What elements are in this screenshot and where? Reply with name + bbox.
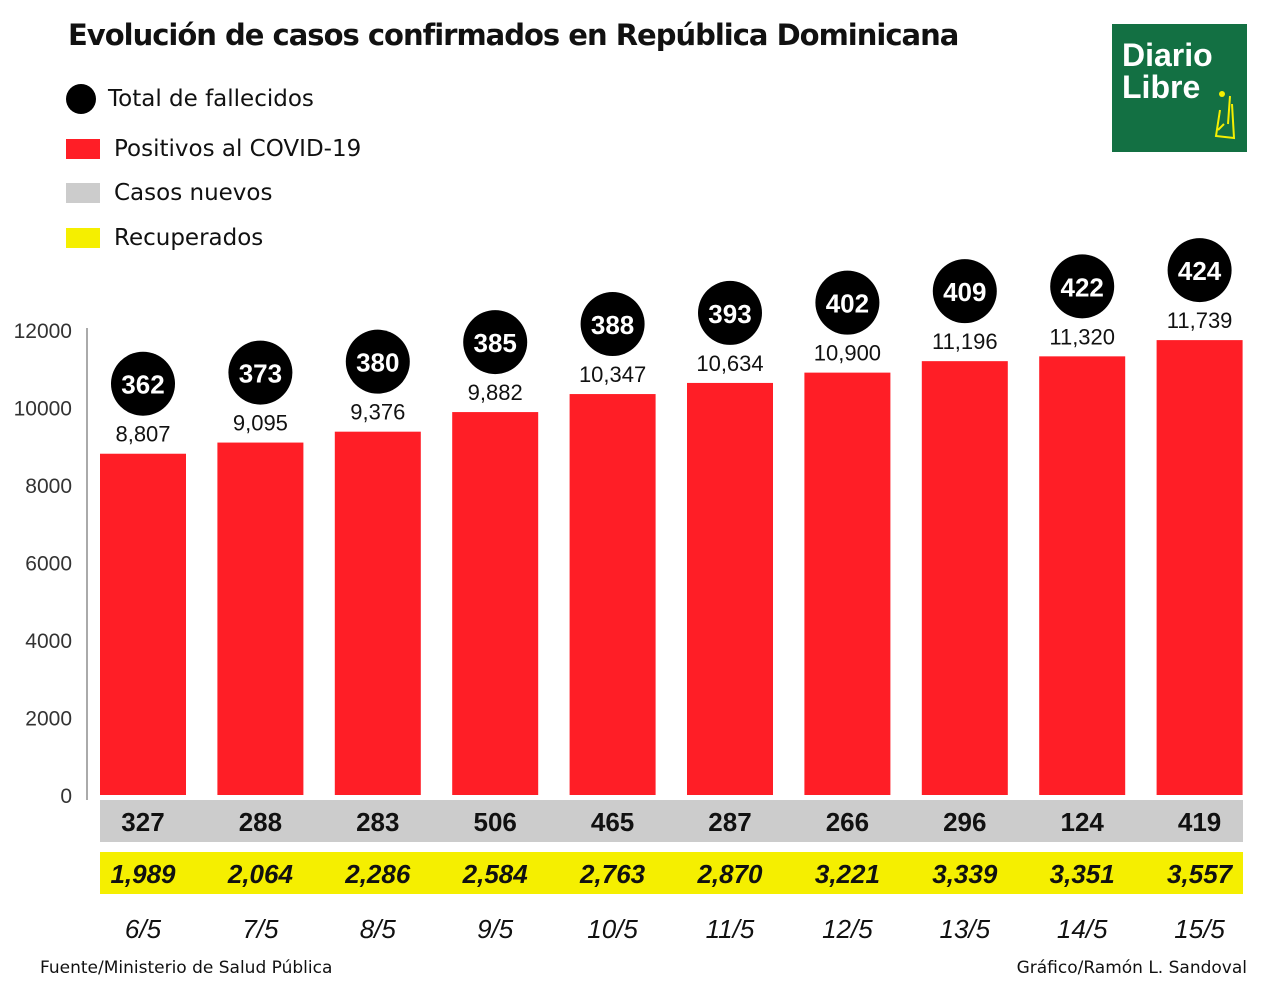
legend-swatch: [66, 228, 100, 248]
positive-value-label: 9,376: [350, 400, 405, 425]
deaths-circle: [932, 259, 997, 324]
deaths-circle: [698, 280, 762, 345]
new-cases-value: 465: [591, 807, 634, 837]
recovered-value: 2,584: [462, 859, 529, 889]
recovered-value: 2,870: [696, 859, 763, 889]
positive-value-label: 9,882: [468, 380, 523, 405]
new-cases-value: 287: [708, 807, 751, 837]
positive-value-label: 11,320: [1049, 324, 1115, 349]
chart-title: Evolución de casos confirmados en Repúbl…: [68, 18, 959, 52]
legend-label: Recuperados: [114, 225, 264, 251]
x-tick-label: 15/5: [1174, 914, 1225, 944]
positive-bar: [921, 361, 1008, 795]
recovered-band: [100, 852, 1243, 894]
x-tick-label: 12/5: [822, 914, 873, 944]
y-tick-label: 0: [60, 785, 72, 808]
x-tick-label: 10/5: [587, 914, 638, 944]
deaths-value-label: 373: [239, 359, 282, 389]
x-tick-label: 7/5: [242, 914, 279, 944]
deaths-circle: [1050, 254, 1115, 319]
positive-bar: [452, 412, 539, 795]
legend-circle-icon: [66, 84, 96, 114]
deaths-circle: [815, 270, 880, 335]
positive-value-label: 10,634: [696, 351, 763, 376]
new-cases-value: 124: [1061, 807, 1105, 837]
y-tick-label: 8000: [25, 475, 72, 498]
positive-bar: [804, 372, 891, 795]
legend-label: Casos nuevos: [114, 180, 273, 206]
y-tick-label: 6000: [25, 553, 72, 576]
recovered-value: 2,064: [227, 859, 294, 889]
deaths-value-label: 422: [1061, 272, 1104, 302]
legend-recovered: Recuperados: [66, 225, 263, 251]
deaths-value-label: 380: [356, 348, 399, 378]
x-tick-label: 13/5: [939, 914, 990, 944]
positive-value-label: 10,347: [579, 362, 646, 387]
credit-note: Gráfico/Ramón L. Sandoval: [1016, 958, 1247, 978]
legend-swatch: [66, 183, 100, 203]
legend-swatch: [66, 139, 100, 159]
source-note: Fuente/Ministerio de Salud Pública: [40, 958, 333, 978]
recovered-value: 3,557: [1167, 859, 1234, 889]
svg-text:Libre: Libre: [1122, 69, 1200, 105]
new-cases-value: 296: [943, 807, 986, 837]
recovered-value: 3,221: [815, 859, 880, 889]
deaths-circle: [580, 292, 645, 357]
new-cases-value: 288: [239, 807, 282, 837]
y-tick-label: 10000: [14, 398, 72, 421]
deaths-circle: [1167, 238, 1232, 303]
positive-bar: [1039, 356, 1126, 795]
new-cases-band: [100, 800, 1243, 842]
deaths-value-label: 402: [826, 289, 869, 319]
x-tick-label: 9/5: [477, 914, 514, 944]
positive-value-label: 11,739: [1167, 308, 1233, 333]
legend-label: Positivos al COVID-19: [114, 136, 362, 162]
deaths-value-label: 393: [708, 299, 751, 329]
new-cases-value: 266: [826, 807, 869, 837]
deaths-value-label: 424: [1178, 256, 1222, 286]
x-tick-label: 6/5: [125, 914, 162, 944]
deaths-circle: [345, 329, 410, 394]
y-tick-label: 12000: [14, 320, 72, 343]
new-cases-value: 327: [121, 807, 164, 837]
deaths-circle: [463, 310, 528, 375]
diario-libre-logo: Diario Libre: [1112, 24, 1247, 152]
recovered-value: 3,339: [932, 859, 998, 889]
legend-positives: Positivos al COVID-19: [66, 136, 361, 162]
deaths-value-label: 385: [474, 328, 517, 358]
recovered-value: 2,763: [579, 859, 646, 889]
legend-new-cases: Casos nuevos: [66, 180, 272, 206]
new-cases-value: 506: [474, 807, 517, 837]
deaths-circle: [228, 340, 293, 405]
positive-bar: [569, 394, 656, 795]
positive-bar: [334, 431, 421, 795]
deaths-value-label: 409: [943, 277, 986, 307]
y-tick-label: 4000: [25, 630, 72, 653]
x-tick-label: 14/5: [1057, 914, 1108, 944]
positive-bar: [217, 442, 304, 795]
svg-text:Diario: Diario: [1122, 37, 1213, 73]
deaths-circle: [111, 351, 175, 416]
positive-value-label: 10,900: [814, 341, 881, 366]
positive-bar: [1156, 340, 1243, 795]
positive-value-label: 9,095: [233, 411, 288, 436]
recovered-value: 1,989: [110, 859, 176, 889]
deaths-value-label: 388: [591, 310, 634, 340]
positive-bar: [100, 453, 186, 795]
y-tick-label: 2000: [25, 708, 72, 731]
recovered-value: 3,351: [1050, 859, 1115, 889]
new-cases-value: 419: [1178, 807, 1221, 837]
deaths-value-label: 362: [121, 370, 164, 400]
legend-label: Total de fallecidos: [108, 86, 314, 112]
x-tick-label: 8/5: [360, 914, 397, 944]
new-cases-value: 283: [356, 807, 399, 837]
positive-value-label: 8,807: [115, 422, 170, 447]
legend-deaths: Total de fallecidos: [66, 84, 314, 114]
recovered-value: 2,286: [344, 859, 411, 889]
x-tick-label: 11/5: [706, 914, 755, 944]
positive-bar: [687, 382, 773, 795]
positive-value-label: 11,196: [932, 329, 998, 354]
